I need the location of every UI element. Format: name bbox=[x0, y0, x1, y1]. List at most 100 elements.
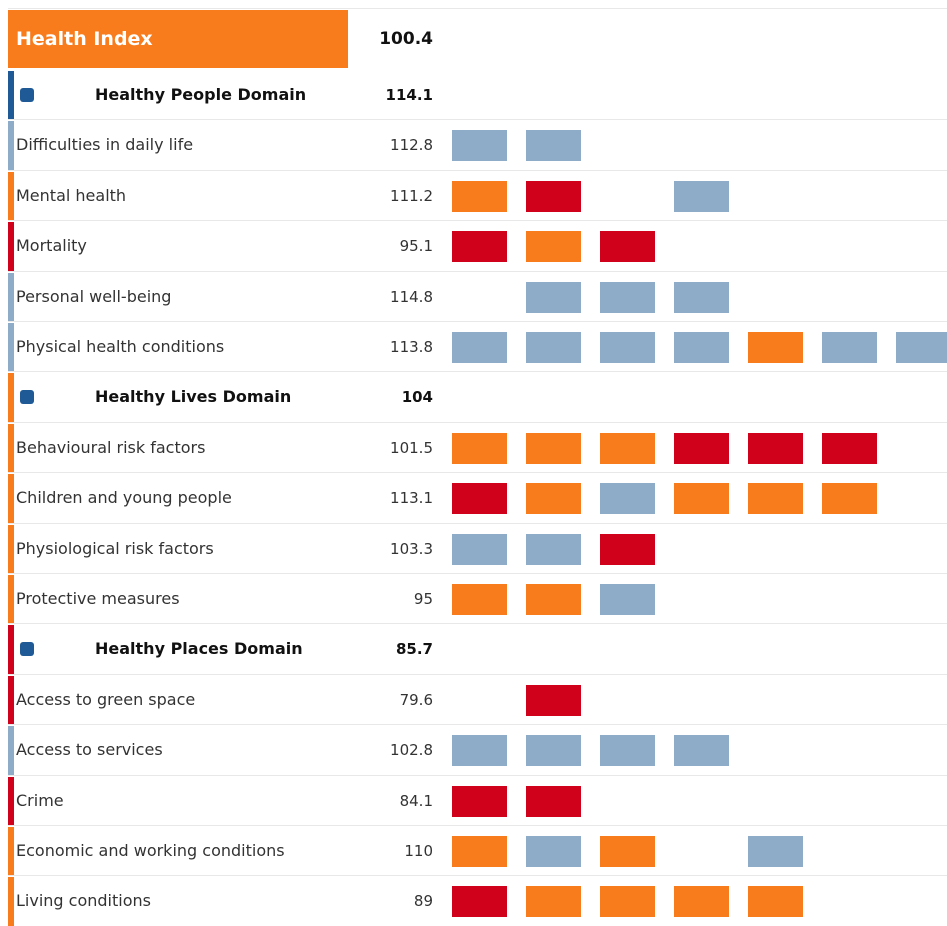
indicator-label: Children and young people bbox=[16, 488, 232, 508]
indicator-label: Difficulties in daily life bbox=[16, 135, 194, 155]
rating-cell bbox=[674, 432, 729, 464]
rating-cell bbox=[526, 836, 581, 867]
rating-cell bbox=[526, 281, 581, 313]
rating-cell bbox=[896, 332, 947, 363]
indicator-value: 79.6 bbox=[399, 690, 433, 709]
domain-value: 114.1 bbox=[385, 86, 433, 104]
rating-cell bbox=[452, 180, 507, 212]
row-indicator bbox=[8, 726, 14, 776]
row-indicator bbox=[8, 625, 14, 675]
rating-cell bbox=[452, 785, 507, 817]
rating-cell bbox=[526, 231, 581, 263]
indicator-label: Mortality bbox=[16, 236, 87, 256]
domain-icon bbox=[20, 390, 34, 405]
indicator-label: Access to green space bbox=[16, 689, 196, 709]
domain-icon bbox=[20, 88, 34, 102]
row-indicator bbox=[8, 423, 14, 474]
indicator-value: 102.8 bbox=[390, 741, 433, 760]
rating-cell bbox=[600, 231, 655, 263]
row-separator bbox=[8, 774, 947, 776]
domain-label: Healthy Places Domain bbox=[95, 639, 303, 659]
indicator-value: 113.8 bbox=[390, 338, 433, 356]
rating-cell bbox=[452, 533, 507, 565]
rating-cell bbox=[452, 231, 507, 263]
row-separator bbox=[8, 371, 947, 373]
top-line bbox=[8, 8, 947, 9]
indicator-label: Protective measures bbox=[16, 589, 180, 608]
row-indicator bbox=[8, 877, 14, 926]
rating-cell bbox=[526, 584, 581, 615]
rating-cell bbox=[600, 483, 655, 515]
header-value: 100.4 bbox=[379, 29, 433, 49]
rating-cell bbox=[748, 332, 803, 363]
domain-value: 85.7 bbox=[395, 640, 433, 659]
indicator-value: 89 bbox=[413, 892, 433, 911]
rating-cell bbox=[748, 432, 803, 464]
rating-cell bbox=[526, 180, 581, 212]
rating-cell bbox=[526, 432, 581, 464]
row-indicator bbox=[8, 222, 14, 272]
rating-cell bbox=[526, 735, 581, 767]
rating-cell bbox=[674, 281, 729, 313]
rating-cell bbox=[526, 684, 581, 716]
row-separator bbox=[8, 623, 947, 625]
indicator-value: 84.1 bbox=[399, 791, 433, 810]
row-separator bbox=[8, 724, 947, 726]
indicator-value: 113.1 bbox=[390, 489, 433, 508]
rating-cell bbox=[600, 281, 655, 313]
row-indicator bbox=[8, 373, 14, 423]
rating-cell bbox=[600, 533, 655, 565]
row-separator bbox=[8, 673, 947, 675]
row-indicator bbox=[8, 675, 14, 726]
row-separator bbox=[8, 270, 947, 272]
rating-cell bbox=[600, 432, 655, 464]
rating-cell bbox=[674, 886, 729, 918]
rating-cell bbox=[748, 836, 803, 867]
indicator-label: Economic and working conditions bbox=[16, 841, 285, 860]
rating-cell bbox=[526, 785, 581, 817]
row-indicator bbox=[8, 171, 14, 222]
rating-cell bbox=[452, 886, 507, 918]
indicator-value: 101.5 bbox=[390, 438, 433, 457]
rating-cell bbox=[526, 886, 581, 918]
domain-icon bbox=[20, 642, 34, 657]
row-separator bbox=[8, 522, 947, 524]
row-separator bbox=[8, 472, 947, 474]
row-indicator bbox=[8, 827, 14, 877]
header-box bbox=[8, 10, 348, 68]
header-title: Health Index bbox=[16, 28, 153, 50]
indicator-value: 95 bbox=[413, 590, 433, 608]
indicator-label: Physiological risk factors bbox=[16, 538, 214, 558]
row-indicator bbox=[8, 776, 14, 826]
row-indicator bbox=[8, 121, 14, 171]
rating-cell bbox=[674, 483, 729, 515]
indicator-label: Living conditions bbox=[16, 891, 151, 911]
indicator-value: 114.8 bbox=[390, 287, 433, 306]
row-indicator bbox=[8, 71, 14, 121]
rating-cell bbox=[526, 483, 581, 515]
rating-cell bbox=[748, 483, 803, 515]
rating-cell bbox=[822, 332, 877, 363]
rating-cell bbox=[600, 886, 655, 918]
domain-label: Healthy Lives Domain bbox=[95, 387, 292, 407]
rating-cell bbox=[526, 332, 581, 363]
rating-cell bbox=[600, 584, 655, 615]
rating-cell bbox=[452, 332, 507, 363]
indicator-label: Behavioural risk factors bbox=[16, 437, 206, 457]
indicator-value: 111.2 bbox=[390, 186, 433, 205]
indicator-label: Personal well-being bbox=[16, 286, 172, 306]
indicator-value: 110 bbox=[404, 842, 433, 860]
rating-cell bbox=[674, 735, 729, 767]
rating-cell bbox=[822, 483, 877, 515]
row-indicator bbox=[8, 524, 14, 574]
row-separator bbox=[8, 875, 947, 877]
domain-label: Healthy People Domain bbox=[95, 85, 307, 104]
rating-cell bbox=[452, 735, 507, 767]
rating-cell bbox=[600, 735, 655, 767]
row-indicator bbox=[8, 575, 14, 625]
indicator-label: Physical health conditions bbox=[16, 337, 225, 356]
indicator-value: 103.3 bbox=[390, 539, 433, 558]
indicator-value: 95.1 bbox=[399, 237, 433, 256]
rating-cell bbox=[600, 332, 655, 363]
